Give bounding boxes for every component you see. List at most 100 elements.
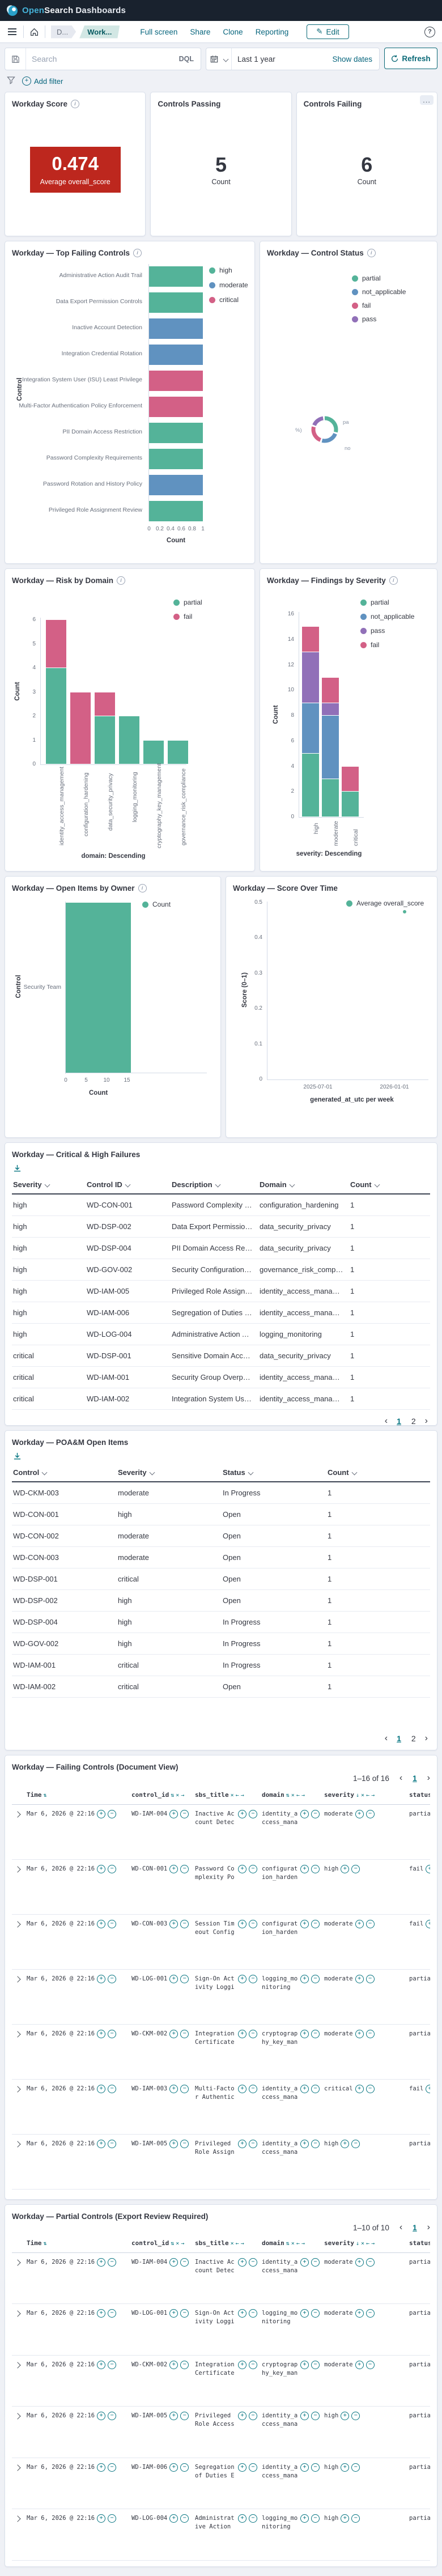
filter-out-value-icon[interactable]: −: [249, 1975, 257, 1983]
calendar-icon[interactable]: [206, 48, 232, 70]
filter-out-value-icon[interactable]: −: [249, 2463, 257, 2472]
filter-for-value-icon[interactable]: +: [300, 2514, 309, 2523]
info-icon[interactable]: i: [133, 248, 142, 257]
bar-privileged-role-assignment-review[interactable]: [149, 501, 203, 521]
filter-for-value-icon[interactable]: +: [169, 2258, 178, 2267]
bar-multi-factor-authentication-policy-enforcement[interactable]: [149, 397, 203, 417]
info-icon[interactable]: i: [389, 576, 398, 585]
bar-segment-fail-configuration-hardening[interactable]: [70, 692, 91, 764]
filter-for-value-icon[interactable]: +: [300, 1810, 309, 1818]
filter-for-value-icon[interactable]: +: [355, 1810, 364, 1818]
filter-for-value-icon[interactable]: +: [97, 2030, 106, 2038]
bar-segment-fail-data-security-privacy[interactable]: [95, 692, 115, 716]
filter-out-value-icon[interactable]: −: [180, 1810, 189, 1818]
filter-for-value-icon[interactable]: +: [355, 2030, 364, 2038]
column-header-status[interactable]: status⇅×←: [409, 1791, 430, 1799]
filter-for-value-icon[interactable]: +: [169, 2309, 178, 2318]
filter-out-value-icon[interactable]: −: [180, 2360, 189, 2369]
bar-segment-fail-critical[interactable]: [342, 766, 359, 792]
bar-security-team[interactable]: [66, 903, 131, 1073]
bar-segment-fail-moderate[interactable]: [322, 677, 339, 703]
filter-for-value-icon[interactable]: +: [238, 1920, 246, 1928]
filter-out-value-icon[interactable]: −: [249, 2085, 257, 2093]
expand-row-icon[interactable]: [14, 2259, 21, 2266]
filter-out-value-icon[interactable]: −: [249, 2514, 257, 2523]
legend-item-moderate[interactable]: moderate: [209, 281, 248, 289]
column-header-count[interactable]: Count: [349, 1176, 417, 1193]
filter-for-value-icon[interactable]: +: [300, 1865, 309, 1873]
search-input[interactable]: Search DQL: [5, 48, 201, 70]
filter-out-value-icon[interactable]: −: [249, 2412, 257, 2421]
filter-for-value-icon[interactable]: +: [169, 2085, 178, 2093]
remove-icon[interactable]: ×: [230, 2241, 234, 2247]
sort_desc-icon[interactable]: ↓: [355, 2241, 360, 2247]
bar-segment-partial-governance-risk-compliance[interactable]: [168, 740, 188, 764]
filter-for-value-icon[interactable]: +: [238, 2412, 246, 2421]
filter-for-value-icon[interactable]: +: [97, 2309, 106, 2318]
sort-icon[interactable]: ⇅: [43, 1792, 47, 1799]
legend-item-partial[interactable]: partial: [360, 598, 389, 606]
expand-row-icon[interactable]: [14, 1866, 21, 1873]
home-icon[interactable]: [29, 27, 39, 37]
filter-out-value-icon[interactable]: −: [351, 2514, 360, 2523]
filter-for-value-icon[interactable]: +: [341, 2412, 350, 2421]
bar-segment-partial-data-security-privacy[interactable]: [95, 716, 115, 764]
filter-out-value-icon[interactable]: −: [311, 2463, 320, 2472]
remove-icon[interactable]: ×: [291, 2241, 295, 2247]
filter-out-value-icon[interactable]: −: [311, 1975, 320, 1983]
refresh-button[interactable]: Refresh: [384, 48, 437, 69]
filter-for-value-icon[interactable]: +: [300, 2463, 309, 2472]
pagination-prev-button[interactable]: ‹: [399, 1773, 403, 1783]
left-icon[interactable]: ←: [366, 2241, 370, 2247]
left-icon[interactable]: ←: [296, 2241, 300, 2247]
filter-out-value-icon[interactable]: −: [249, 2360, 257, 2369]
expand-row-icon[interactable]: [14, 2086, 21, 2093]
filter-for-value-icon[interactable]: +: [355, 2258, 364, 2267]
legend-item-critical[interactable]: critical: [209, 296, 239, 304]
expand-row-icon[interactable]: [14, 2464, 21, 2471]
filter-for-value-icon[interactable]: +: [169, 1975, 178, 1983]
filter-for-value-icon[interactable]: +: [97, 2085, 106, 2093]
info-icon[interactable]: i: [367, 248, 376, 257]
sort-icon[interactable]: ⇅: [171, 1792, 175, 1799]
filter-for-value-icon[interactable]: +: [300, 2140, 309, 2148]
filter-for-value-icon[interactable]: +: [355, 1920, 364, 1928]
filter-out-value-icon[interactable]: −: [311, 2030, 320, 2038]
filter-for-value-icon[interactable]: +: [300, 2085, 309, 2093]
filter-for-value-icon[interactable]: +: [97, 2140, 106, 2148]
filter-out-value-icon[interactable]: −: [366, 2030, 375, 2038]
column-header-time[interactable]: Time ⇅: [27, 2239, 131, 2247]
bar-pii-domain-access-restriction[interactable]: [149, 423, 203, 443]
bar-integration-credential-rotation[interactable]: [149, 345, 203, 365]
filter-out-value-icon[interactable]: −: [108, 2030, 117, 2038]
panel-options-icon[interactable]: ...: [420, 95, 434, 105]
filter-for-value-icon[interactable]: +: [426, 2085, 430, 2093]
filter-for-value-icon[interactable]: +: [341, 1865, 350, 1873]
share-button[interactable]: Share: [190, 27, 211, 36]
filter-out-value-icon[interactable]: −: [180, 1920, 189, 1928]
clone-button[interactable]: Clone: [223, 27, 243, 36]
filter-out-value-icon[interactable]: −: [366, 2085, 375, 2093]
bar-password-rotation-and-history-policy[interactable]: [149, 475, 203, 495]
left-icon[interactable]: ←: [366, 1792, 370, 1799]
download-csv-icon[interactable]: [13, 1164, 22, 1175]
right-icon[interactable]: →: [301, 1792, 305, 1799]
pagination-page-2[interactable]: 2: [411, 1734, 416, 1743]
info-icon[interactable]: i: [71, 99, 80, 108]
column-header-domain[interactable]: domain ⇅ × ← →: [262, 1791, 324, 1799]
bar-segment-fail-high[interactable]: [302, 627, 319, 652]
filter-out-value-icon[interactable]: −: [108, 2085, 117, 2093]
filter-for-value-icon[interactable]: +: [169, 2140, 178, 2148]
breadcrumb-current[interactable]: Work...: [79, 25, 120, 39]
bar-data-export-permission-controls[interactable]: [149, 292, 203, 313]
filter-for-value-icon[interactable]: +: [169, 2030, 178, 2038]
filter-out-value-icon[interactable]: −: [180, 1975, 189, 1983]
filter-for-value-icon[interactable]: +: [97, 2360, 106, 2369]
expand-row-icon[interactable]: [14, 2515, 21, 2523]
filter-icon[interactable]: [7, 76, 15, 86]
column-header-domain[interactable]: domain ⇅ × ← →: [262, 2239, 324, 2247]
filter-for-value-icon[interactable]: +: [300, 2309, 309, 2318]
bar-segment-partial-high[interactable]: [302, 754, 319, 817]
filter-for-value-icon[interactable]: +: [355, 2360, 364, 2369]
filter-out-value-icon[interactable]: −: [311, 2514, 320, 2523]
